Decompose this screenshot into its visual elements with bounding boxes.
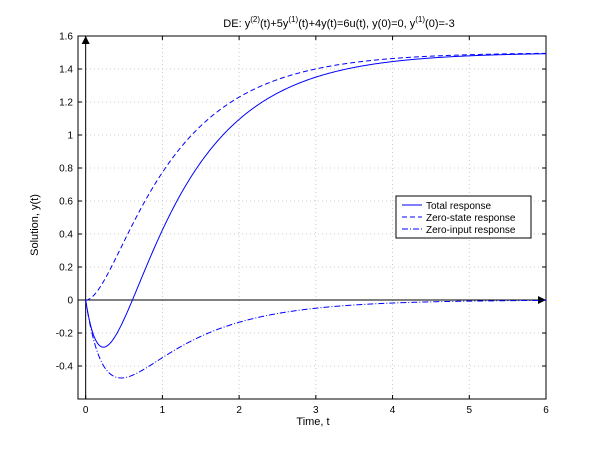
legend-label-total: Total response <box>426 201 491 212</box>
title-sup-3: (1) <box>415 15 425 24</box>
x-tick-label: 1 <box>160 405 166 416</box>
series-total-response <box>85 53 547 348</box>
y-tick-label: 0.4 <box>59 230 73 241</box>
vertical-axis-arrowhead <box>81 36 90 44</box>
series <box>85 52 547 379</box>
legend-label-zero-state: Zero-state response <box>426 213 516 224</box>
y-tick-label: 0.8 <box>59 164 73 175</box>
plot-frame <box>77 35 547 400</box>
title-mid-1: (t)+5y <box>260 18 289 30</box>
title-sup-1: (2) <box>250 15 260 24</box>
legend: Total response Zero-state response Zero-… <box>395 195 532 239</box>
title-mid-2: (t)+4y(t)=6u(t), y(0)=0, y <box>298 18 416 30</box>
y-axis-title: Solution, y(t) <box>29 194 41 256</box>
y-tick-label: -0.2 <box>56 329 74 340</box>
y-tick-label: 1.2 <box>59 98 73 109</box>
y-tick-label: 0.6 <box>59 197 73 208</box>
horizontal-axis-arrowhead <box>538 296 546 304</box>
title-prefix: DE: y <box>223 18 250 30</box>
x-tick-label: 5 <box>466 405 472 416</box>
y-tick-label: 1.6 <box>59 32 73 43</box>
y-tick-label: 0.2 <box>59 263 73 274</box>
x-axis-title: Time, t <box>296 416 329 428</box>
x-tick-label: 2 <box>236 405 242 416</box>
y-tick-label: 0 <box>67 296 73 307</box>
series-zero-input-response <box>85 299 546 379</box>
chart-title: DE: y(2)(t)+5y(1)(t)+4y(t)=6u(t), y(0)=0… <box>223 15 454 30</box>
x-tick-label: 0 <box>83 405 89 416</box>
x-tick-label: 3 <box>313 405 319 416</box>
y-tick-label: 1 <box>67 131 73 142</box>
y-tick-label: -0.4 <box>56 362 74 373</box>
y-tick-label: 1.4 <box>59 65 73 76</box>
ticks: 0 1 2 3 4 5 6 -0.4 -0.2 0 0.2 0.4 0.6 0.8 1 1.2 1.4 1.6 <box>56 32 549 417</box>
x-tick-label: 4 <box>390 405 396 416</box>
title-suffix: (0)=-3 <box>425 18 455 30</box>
axes <box>78 36 546 399</box>
legend-label-zero-input: Zero-input response <box>426 225 516 236</box>
title-sup-2: (1) <box>288 15 298 24</box>
x-tick-label: 6 <box>543 405 549 416</box>
